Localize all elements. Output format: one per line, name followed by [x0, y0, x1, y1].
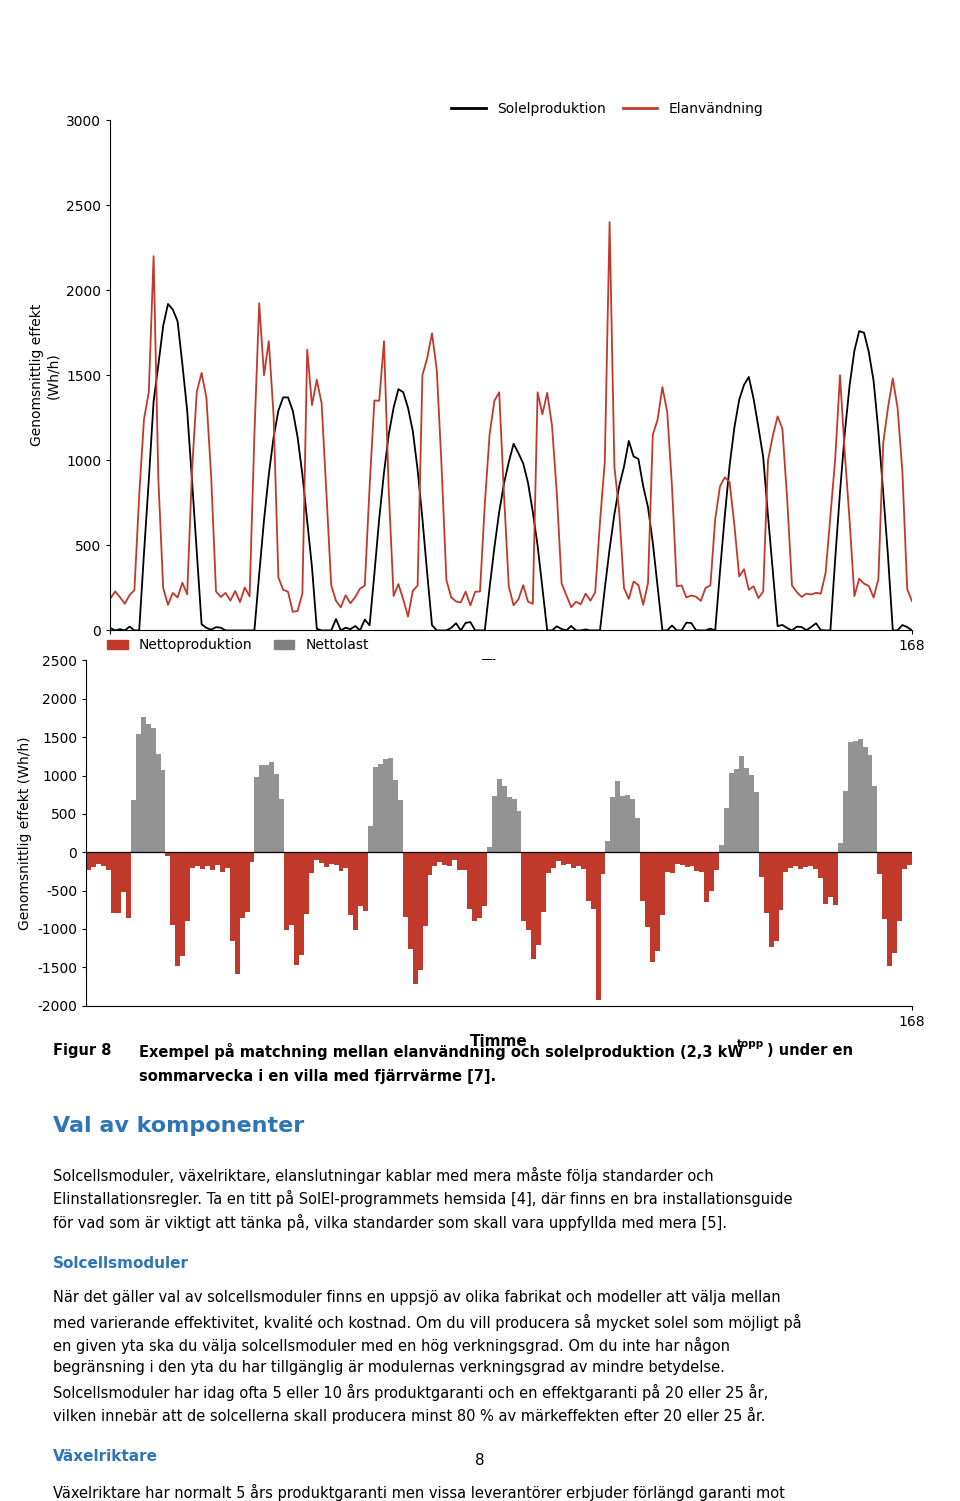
- Text: en given yta ska du välja solcellsmoduler med en hög verkningsgrad. Om du inte h: en given yta ska du välja solcellsmodule…: [53, 1337, 730, 1354]
- Elanvändning: [565, 597, 577, 615]
- Text: Elinstallationsregler. Ta en titt på SolEl-programmets hemsida [4], där finns en: Elinstallationsregler. Ta en titt på Sol…: [53, 1190, 792, 1207]
- Elanvändning: [378, 332, 390, 350]
- Text: för vad som är viktigt att tänka på, vilka standarder som skall vara uppfyllda m: för vad som är viktigt att tänka på, vil…: [53, 1214, 727, 1231]
- Text: Växelriktare har normalt 5 års produktgaranti men vissa leverantörer erbjuder fö: Växelriktare har normalt 5 års produktga…: [53, 1483, 784, 1501]
- Elanvändning: [604, 213, 615, 231]
- Solelproduktion: [570, 621, 582, 639]
- Text: vilken innebär att de solcellerna skall producera minst 80 % av märkeffekten eft: vilken innebär att de solcellerna skall …: [53, 1406, 765, 1424]
- Elanvändning: [335, 599, 347, 617]
- Solelproduktion: [345, 620, 356, 638]
- Legend: Nettoproduktion, Nettolast: Nettoproduktion, Nettolast: [102, 633, 374, 657]
- Text: med varierande effektivitet, kvalité och kostnad. Om du vill producera så mycket: med varierande effektivitet, kvalité och…: [53, 1313, 802, 1331]
- Y-axis label: Genomsnittlig effekt
(Wh/h): Genomsnittlig effekt (Wh/h): [31, 305, 60, 446]
- Solelproduktion: [109, 621, 121, 639]
- Text: När det gäller val av solcellsmoduler finns en uppsjö av olika fabrikat och mode: När det gäller val av solcellsmoduler fi…: [53, 1291, 780, 1306]
- Text: begränsning i den yta du har tillgänglig är modulernas verkningsgrad av mindre b: begränsning i den yta du har tillgänglig…: [53, 1360, 725, 1375]
- Line: Elanvändning: Elanvändning: [110, 222, 912, 617]
- Elanvändning: [105, 590, 116, 608]
- Text: sommarvecka i en villa med fjärrvärme [7].: sommarvecka i en villa med fjärrvärme [7…: [139, 1069, 496, 1084]
- Line: Solelproduktion: Solelproduktion: [110, 305, 912, 630]
- Text: Val av komponenter: Val av komponenter: [53, 1117, 304, 1136]
- Solelproduktion: [105, 618, 116, 636]
- Solelproduktion: [388, 399, 399, 417]
- Elanvändning: [402, 608, 414, 626]
- Elanvändning: [753, 588, 764, 606]
- Text: Växelriktare: Växelriktare: [53, 1448, 157, 1463]
- Text: ) under en: ) under en: [767, 1043, 853, 1058]
- X-axis label: Timme: Timme: [470, 1034, 528, 1049]
- Text: Solcellsmoduler, växelriktare, elanslutningar kablar med mera måste följa standa: Solcellsmoduler, växelriktare, elanslutn…: [53, 1168, 713, 1184]
- Elanvändning: [906, 593, 918, 611]
- Solelproduktion: [162, 296, 174, 314]
- Elanvändning: [249, 425, 260, 443]
- Solelproduktion: [753, 419, 764, 437]
- Text: 8: 8: [475, 1453, 485, 1468]
- Text: Solcellsmoduler: Solcellsmoduler: [53, 1256, 189, 1270]
- Text: topp: topp: [737, 1039, 764, 1049]
- Y-axis label: Genomsnittlig effekt (Wh/h): Genomsnittlig effekt (Wh/h): [18, 737, 32, 929]
- Solelproduktion: [906, 621, 918, 639]
- X-axis label: Timme: Timme: [482, 659, 540, 674]
- Solelproduktion: [585, 621, 596, 639]
- Text: Solcellsmoduler har idag ofta 5 eller 10 års produktgaranti och en effektgaranti: Solcellsmoduler har idag ofta 5 eller 10…: [53, 1384, 768, 1400]
- Elanvändning: [580, 584, 591, 602]
- Text: Exempel på matchning mellan elanvändning och solelproduktion (2,3 kW: Exempel på matchning mellan elanvändning…: [139, 1043, 744, 1060]
- Legend: Solelproduktion, Elanvändning: Solelproduktion, Elanvändning: [445, 96, 769, 122]
- Text: Figur 8: Figur 8: [53, 1043, 111, 1058]
- Solelproduktion: [258, 512, 270, 530]
